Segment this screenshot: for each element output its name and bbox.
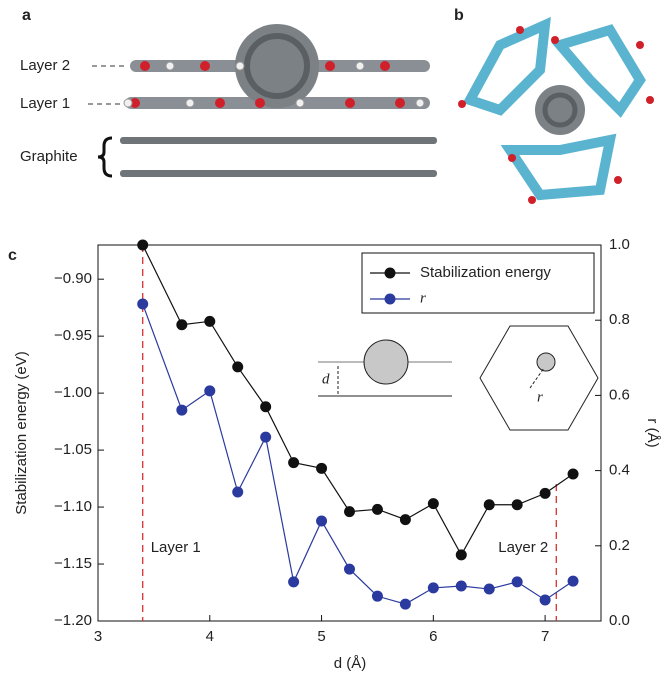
layer-label: Layer 2 — [20, 57, 70, 74]
data-point — [137, 299, 148, 310]
x-tick-label: 7 — [541, 628, 549, 645]
y2-tick-label: 0.2 — [609, 537, 630, 554]
y2-tick-label: 0.4 — [609, 462, 630, 479]
data-point — [176, 319, 187, 330]
data-point — [176, 405, 187, 416]
data-point — [456, 581, 467, 592]
data-point — [316, 515, 327, 526]
y-tick-label: −0.95 — [54, 327, 92, 344]
panel-label: a — [22, 7, 31, 24]
annotation: Layer 2 — [498, 539, 548, 556]
data-point — [568, 469, 579, 480]
data-point — [428, 582, 439, 593]
x-tick-label: 3 — [94, 628, 102, 645]
data-point — [512, 576, 523, 587]
y-tick-label: −1.20 — [54, 612, 92, 629]
data-point — [372, 591, 383, 602]
data-point — [260, 401, 271, 412]
data-point — [540, 488, 551, 499]
data-point — [400, 514, 411, 525]
annotation: Layer 1 — [151, 539, 201, 556]
data-point — [512, 499, 523, 510]
y2-tick-label: 0.0 — [609, 612, 630, 629]
series-line — [143, 304, 573, 604]
legend-marker — [385, 294, 396, 305]
layer-label: Layer 1 — [20, 95, 70, 112]
y2-tick-label: 1.0 — [609, 236, 630, 253]
data-point — [204, 316, 215, 327]
data-point — [540, 594, 551, 605]
data-point — [428, 498, 439, 509]
data-point — [344, 506, 355, 517]
legend-label: r — [420, 290, 426, 306]
data-point — [484, 499, 495, 510]
y-tick-label: −1.00 — [54, 384, 92, 401]
figure: a Layer 2 Layer 1 Graphite b c Stabiliza… — [0, 0, 670, 679]
x-tick-label: 4 — [206, 628, 214, 645]
data-point — [260, 432, 271, 443]
graphite-label: Graphite — [20, 148, 78, 165]
x-axis-label: d (Å) — [334, 655, 367, 672]
legend-marker — [385, 268, 396, 279]
data-point — [456, 549, 467, 560]
data-point — [400, 599, 411, 610]
x-tick-label: 6 — [429, 628, 437, 645]
data-point — [288, 457, 299, 468]
x-tick-label: 5 — [317, 628, 325, 645]
data-point — [232, 361, 243, 372]
y-tick-label: −1.10 — [54, 498, 92, 515]
data-point — [137, 240, 148, 251]
data-point — [568, 576, 579, 587]
inset-label: r — [537, 389, 543, 405]
panel-label: b — [454, 7, 464, 24]
y2-axis-label: r (Å) — [644, 418, 661, 447]
inset-schematic — [318, 326, 598, 430]
data-point — [288, 576, 299, 587]
data-point — [344, 564, 355, 575]
panel-label: c — [8, 247, 17, 264]
y-axis-label: Stabilization energy (eV) — [13, 351, 30, 514]
legend — [362, 253, 594, 313]
molecule-image — [458, 25, 654, 204]
data-point — [484, 584, 495, 595]
data-point — [204, 385, 215, 396]
y-tick-label: −0.90 — [54, 270, 92, 287]
data-point — [316, 463, 327, 474]
molecule-image — [88, 24, 437, 177]
y2-tick-label: 0.6 — [609, 386, 630, 403]
data-point — [232, 487, 243, 498]
y-tick-label: −1.05 — [54, 441, 92, 458]
inset-label: d — [322, 371, 330, 387]
legend-label: Stabilization energy — [420, 264, 551, 281]
data-point — [372, 504, 383, 515]
y-tick-label: −1.15 — [54, 555, 92, 572]
y2-tick-label: 0.8 — [609, 311, 630, 328]
